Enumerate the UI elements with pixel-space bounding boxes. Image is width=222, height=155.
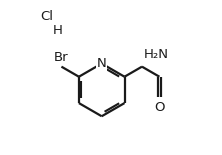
Text: H: H — [53, 24, 62, 37]
Text: Br: Br — [53, 51, 68, 64]
Text: H₂N: H₂N — [143, 48, 168, 61]
Text: N: N — [97, 57, 107, 70]
Text: O: O — [154, 101, 165, 114]
Text: Cl: Cl — [40, 10, 53, 23]
